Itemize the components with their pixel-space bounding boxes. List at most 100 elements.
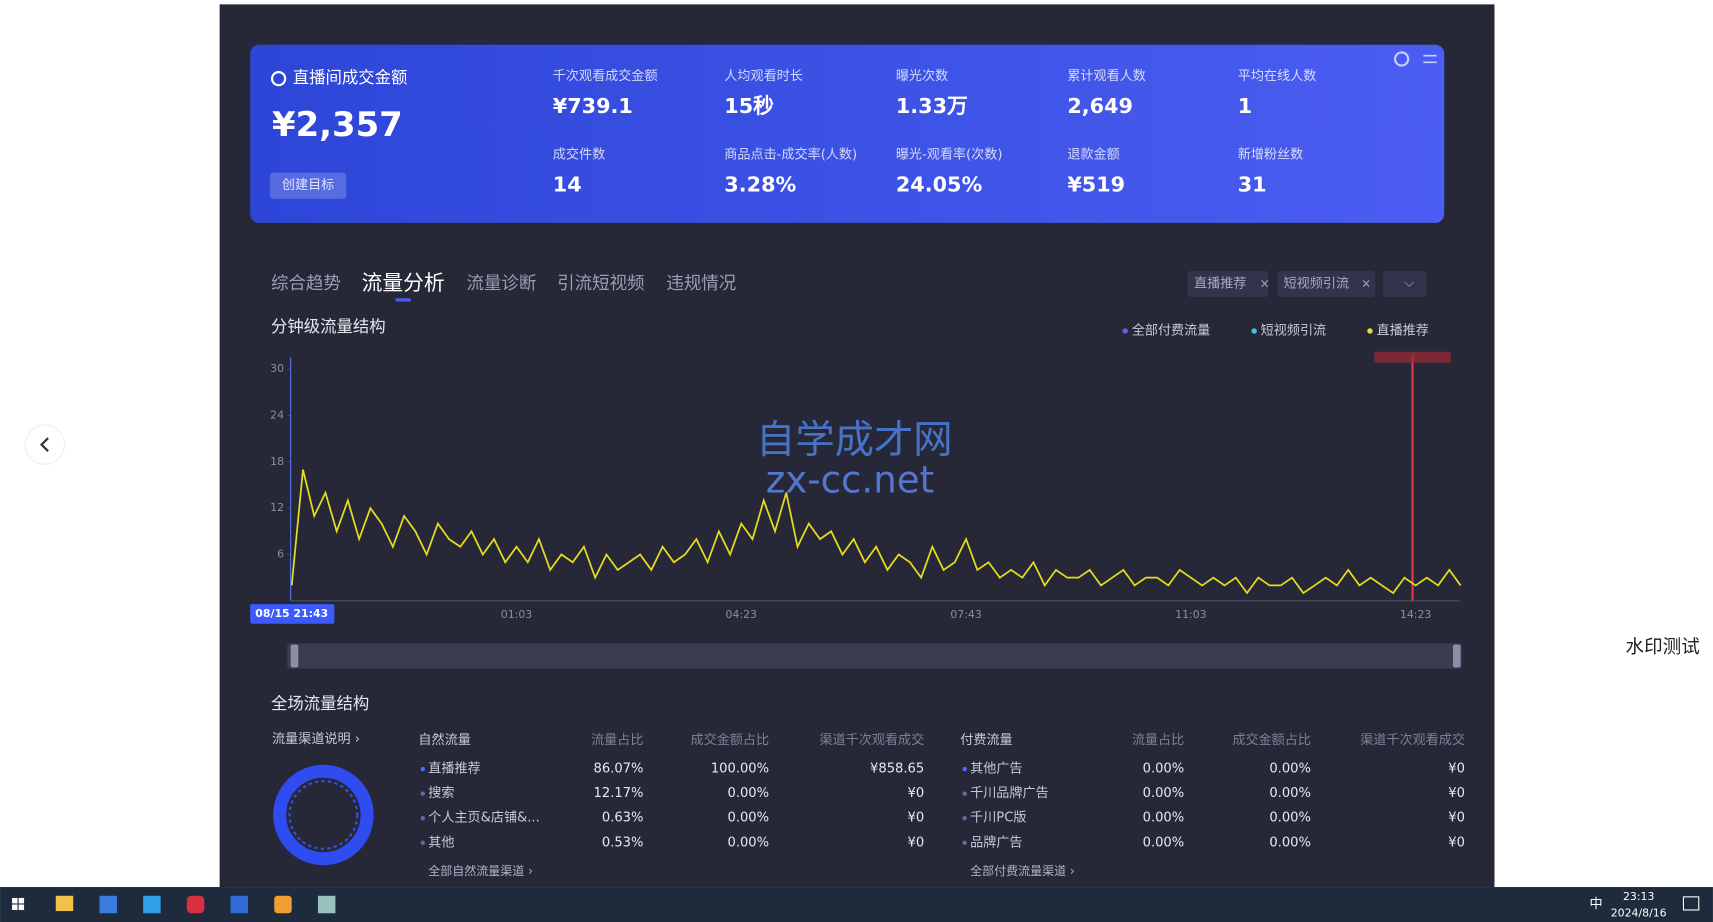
legend-label[interactable]: 直播推荐: [1376, 323, 1428, 339]
table-cell: ¥0: [908, 835, 925, 850]
watermark: zx-cc.net: [766, 458, 934, 501]
metric-value: ¥739.1: [553, 94, 633, 118]
app-icon[interactable]: [186, 895, 205, 914]
x-tick-label: 04:23: [726, 608, 757, 621]
x-tick-label: 08/15 21:43: [255, 607, 328, 620]
table-cell: 搜索: [428, 785, 454, 801]
start-icon[interactable]: [12, 897, 18, 904]
start-icon: [12, 904, 18, 910]
table-link[interactable]: 全部付费流量渠道 ›: [970, 863, 1075, 878]
table-cell: 其他: [428, 834, 454, 850]
filter-chip[interactable]: [1187, 270, 1269, 298]
taskbar: [0, 887, 1713, 922]
metric-label: 曝光次数: [896, 68, 948, 84]
table-cell: 100.00%: [711, 762, 769, 777]
card-title: 直播间成交金额: [293, 68, 408, 87]
table-header: 流量占比: [591, 732, 643, 748]
tab[interactable]: 综合趋势: [271, 274, 341, 294]
table-cell: 0.63%: [602, 811, 644, 826]
start-icon: [18, 897, 25, 904]
app-icon[interactable]: [99, 895, 117, 914]
metric-value: 14: [553, 173, 582, 197]
table-cell: 0.00%: [1269, 835, 1311, 850]
clock-date: 2024/8/16: [1611, 906, 1667, 919]
table-header: 渠道千次观看成交: [1360, 731, 1465, 748]
legend-dot: [1367, 328, 1373, 334]
y-tick-label: 6: [277, 548, 284, 561]
traffic-donut: [273, 764, 374, 866]
metric-value: 31: [1238, 173, 1267, 197]
notification-icon[interactable]: [1682, 896, 1700, 911]
watermark: 自学成才网: [756, 418, 953, 463]
table-cell: ¥858.65: [870, 762, 924, 777]
table-header: 自然流量: [418, 731, 470, 748]
tab[interactable]: 引流短视频: [557, 274, 644, 294]
table-cell: 0.53%: [602, 835, 644, 850]
metric-label: 新增粉丝数: [1238, 147, 1303, 163]
app-icon[interactable]: [274, 895, 292, 914]
table-cell: 品牌广告: [970, 833, 1022, 850]
settings-icon[interactable]: [1393, 51, 1410, 67]
filter-close[interactable]: ×: [1260, 277, 1270, 291]
tabs: 综合趋势 流量分析 流量诊断 引流短视频 违规情况: [271, 271, 736, 295]
y-tick-label: 30: [270, 362, 284, 375]
filter-close[interactable]: ×: [1361, 277, 1371, 291]
kpi-card: [250, 44, 1445, 223]
goal-button-label: 创建目标: [282, 177, 334, 193]
tab[interactable]: 流量诊断: [467, 274, 537, 294]
x-tick-label: 14:23: [1400, 608, 1431, 621]
row-dot: [420, 766, 425, 772]
y-tick-label: 18: [270, 455, 284, 468]
table-cell: 0.00%: [727, 811, 769, 826]
row-dot: [962, 791, 967, 796]
alert-tag: [1374, 351, 1451, 363]
app-icon[interactable]: [317, 895, 336, 914]
metric-value: 2,649: [1067, 94, 1133, 118]
legend-dot: [1251, 328, 1257, 334]
swap-icon[interactable]: [1423, 54, 1437, 64]
table-cell: 个人主页&店铺&...: [428, 810, 539, 826]
table-header: 成交金额占比: [691, 731, 770, 748]
prev-button[interactable]: [24, 424, 66, 465]
slider-handle[interactable]: [1452, 644, 1461, 668]
table-link[interactable]: 全部自然流量渠道 ›: [428, 863, 533, 878]
metric-label: 成交件数: [553, 146, 605, 163]
tab[interactable]: 流量分析: [362, 271, 445, 295]
ime-indicator[interactable]: 中: [1590, 896, 1603, 912]
filter-chip[interactable]: [1277, 270, 1376, 298]
table-cell: 0.00%: [1269, 786, 1311, 801]
row-dot: [962, 816, 967, 821]
traffic-line: [290, 469, 1462, 595]
slider-handle[interactable]: [290, 644, 299, 668]
app-icon[interactable]: [143, 895, 161, 914]
legend-label[interactable]: 全部付费流量: [1132, 322, 1211, 339]
tab[interactable]: 违规情况: [666, 274, 736, 294]
table-cell: 0.00%: [1143, 762, 1185, 777]
tab-underline: [395, 298, 411, 302]
range-slider[interactable]: [287, 643, 1462, 669]
goal-button[interactable]: [269, 172, 347, 199]
channel-note[interactable]: 流量渠道说明 ›: [272, 731, 360, 747]
app-icon[interactable]: [230, 895, 249, 914]
metric-label: 人均观看时长: [724, 68, 803, 84]
legend-label[interactable]: 短视频引流: [1261, 323, 1326, 339]
prev-icon: [40, 437, 49, 452]
chart: 6 12 18 24 30 08/15 21:43 01:03 04:23 07:43 11:03…: [250, 322, 1462, 624]
app-icon[interactable]: [55, 895, 74, 912]
x-tick-label: 11:03: [1175, 608, 1206, 621]
metric-value: 15秒: [724, 94, 774, 118]
table-cell: 0.00%: [727, 786, 769, 801]
table-cell: 0.00%: [1269, 762, 1311, 777]
filter-dropdown[interactable]: [1383, 270, 1427, 298]
y-tick-label: 12: [270, 501, 284, 514]
table-cell: 12.17%: [594, 786, 644, 801]
table-cell: 其他广告: [970, 761, 1022, 777]
metric-label: 平均在线人数: [1238, 68, 1317, 84]
table-cell: 直播推荐: [428, 761, 480, 777]
table-cell: 0.00%: [1143, 835, 1185, 850]
metric-value: 1: [1238, 94, 1252, 118]
start-icon: [18, 904, 25, 910]
title-icon: [270, 71, 287, 87]
metric-label: 退款金额: [1067, 147, 1119, 163]
